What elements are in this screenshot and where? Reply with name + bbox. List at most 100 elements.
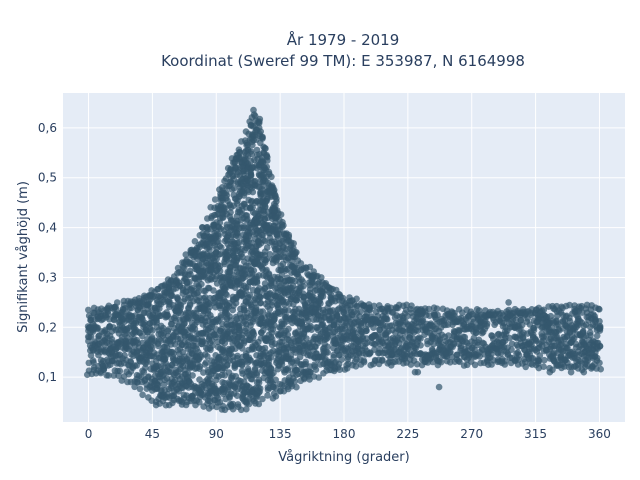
data-point bbox=[514, 349, 522, 357]
data-point bbox=[97, 369, 105, 377]
data-point bbox=[238, 367, 246, 375]
y-axis-title: Signifikant våghöjd (m) bbox=[16, 181, 31, 333]
data-point bbox=[263, 163, 271, 171]
data-point bbox=[133, 336, 141, 344]
data-point bbox=[256, 385, 264, 392]
data-point bbox=[169, 399, 176, 407]
data-point bbox=[149, 327, 156, 334]
data-point bbox=[204, 353, 211, 360]
data-point bbox=[435, 383, 443, 391]
data-point bbox=[272, 393, 280, 400]
data-point bbox=[284, 365, 292, 372]
x-tick-label: 315 bbox=[524, 427, 547, 441]
data-point bbox=[204, 215, 211, 222]
data-point bbox=[206, 303, 214, 311]
data-point bbox=[202, 359, 210, 366]
y-tick-label: 0,3 bbox=[38, 270, 57, 284]
data-point bbox=[262, 145, 269, 152]
data-point bbox=[217, 314, 225, 321]
data-point bbox=[165, 326, 172, 333]
data-point bbox=[235, 146, 243, 153]
y-tick-label: 0,5 bbox=[38, 171, 57, 185]
data-point bbox=[483, 320, 491, 327]
data-point bbox=[89, 357, 97, 364]
data-point bbox=[246, 118, 253, 125]
data-point bbox=[247, 172, 255, 179]
data-point bbox=[239, 345, 246, 352]
data-point bbox=[268, 173, 275, 181]
data-point bbox=[95, 333, 102, 340]
data-point bbox=[277, 211, 285, 218]
data-point bbox=[263, 151, 270, 159]
data-point bbox=[267, 333, 275, 341]
data-point bbox=[228, 155, 236, 162]
chart-title-line2: Koordinat (Sweref 99 TM): E 353987, N 61… bbox=[161, 52, 525, 70]
data-point bbox=[505, 299, 512, 306]
data-point bbox=[262, 203, 269, 210]
data-point bbox=[234, 230, 241, 237]
data-point bbox=[546, 368, 554, 376]
data-point bbox=[433, 305, 441, 313]
data-point bbox=[596, 342, 604, 350]
data-point bbox=[223, 362, 231, 369]
data-point bbox=[284, 331, 292, 339]
data-point bbox=[363, 327, 370, 335]
data-point bbox=[360, 358, 368, 366]
data-point bbox=[417, 342, 424, 349]
data-point bbox=[475, 307, 483, 314]
data-point bbox=[216, 267, 224, 275]
data-point bbox=[505, 306, 513, 314]
data-point bbox=[207, 204, 214, 211]
data-point bbox=[215, 232, 222, 240]
data-point bbox=[285, 325, 292, 333]
data-point bbox=[322, 349, 330, 356]
x-tick-label: 225 bbox=[396, 427, 419, 441]
data-point bbox=[280, 222, 287, 229]
data-point bbox=[191, 238, 199, 245]
data-point bbox=[253, 371, 261, 379]
data-point bbox=[139, 391, 146, 399]
data-point bbox=[488, 332, 496, 340]
data-point bbox=[227, 209, 234, 216]
x-tick-label: 180 bbox=[333, 427, 356, 441]
data-point bbox=[235, 239, 243, 246]
data-point bbox=[159, 324, 167, 332]
data-point bbox=[168, 292, 175, 300]
data-point bbox=[240, 192, 248, 199]
data-point bbox=[256, 115, 264, 123]
data-point bbox=[322, 280, 330, 287]
data-point bbox=[93, 325, 101, 333]
data-point bbox=[407, 361, 415, 368]
data-point bbox=[113, 299, 121, 306]
data-point bbox=[251, 315, 258, 323]
data-point bbox=[263, 255, 270, 263]
data-point bbox=[596, 318, 603, 325]
data-point bbox=[365, 350, 373, 357]
data-point bbox=[257, 299, 265, 307]
data-point bbox=[338, 356, 346, 363]
data-point bbox=[250, 331, 258, 338]
data-point bbox=[240, 339, 248, 347]
data-point bbox=[540, 363, 547, 371]
data-point bbox=[248, 150, 256, 158]
data-point bbox=[136, 385, 144, 393]
y-tick-label: 0,2 bbox=[38, 320, 57, 334]
data-point bbox=[133, 349, 141, 357]
data-point bbox=[339, 294, 347, 302]
x-tick-label: 45 bbox=[145, 427, 160, 441]
data-point bbox=[250, 267, 258, 274]
data-point bbox=[210, 287, 217, 294]
data-point bbox=[461, 333, 469, 341]
data-point bbox=[580, 368, 588, 376]
data-point bbox=[249, 188, 257, 196]
data-point bbox=[597, 365, 604, 373]
data-point bbox=[156, 400, 163, 407]
data-point bbox=[148, 287, 155, 294]
data-point bbox=[216, 219, 224, 226]
data-point bbox=[218, 244, 225, 251]
data-point bbox=[596, 359, 603, 367]
data-point bbox=[230, 185, 238, 192]
data-point bbox=[198, 280, 205, 288]
x-tick-label: 0 bbox=[85, 427, 93, 441]
